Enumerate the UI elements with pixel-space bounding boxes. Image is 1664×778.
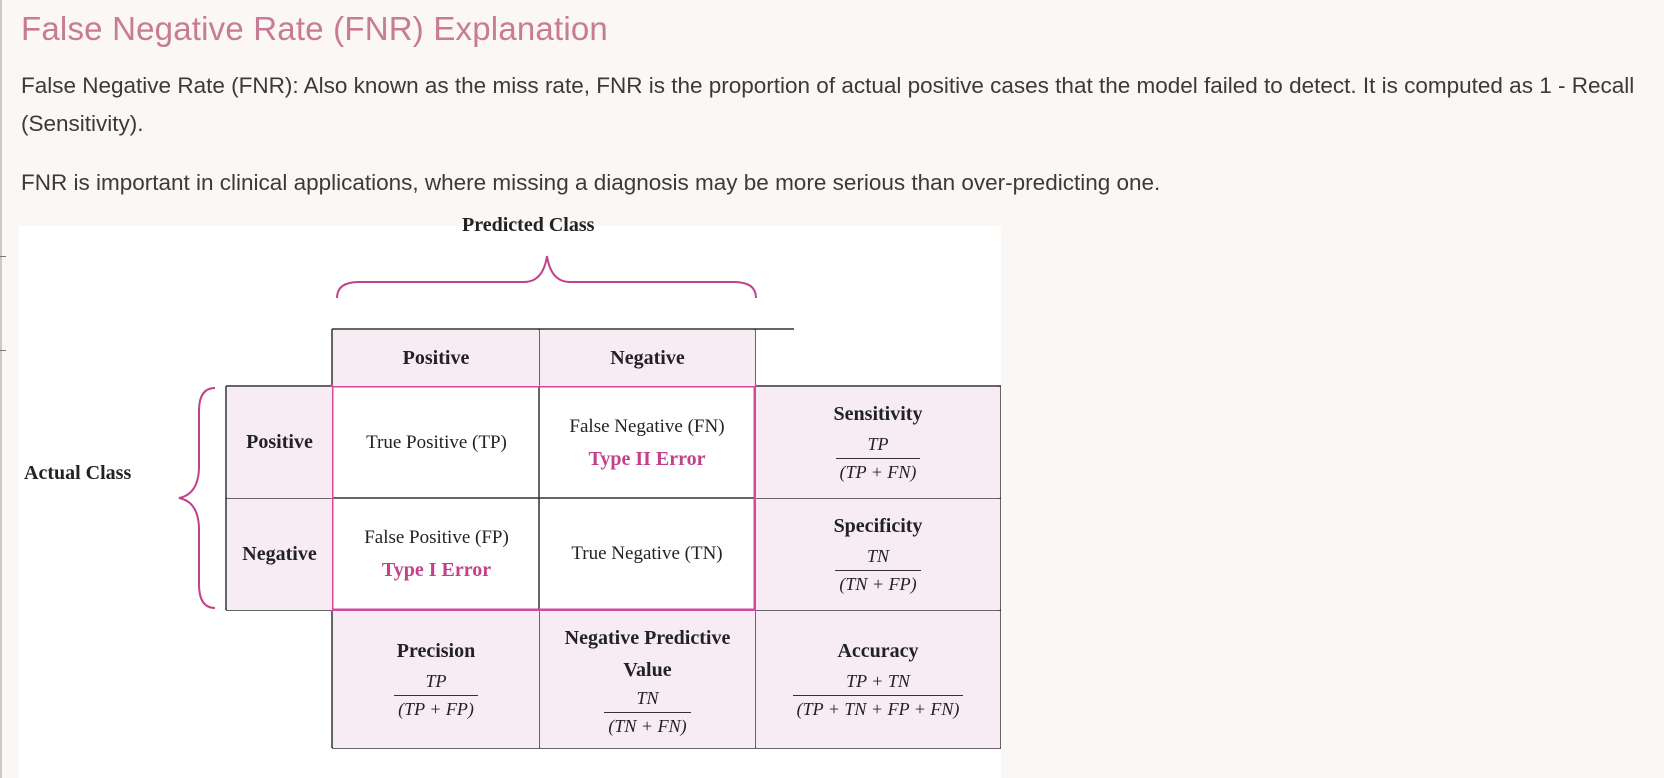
row-header-positive: Positive xyxy=(227,387,332,498)
metric-specificity-formula: TN (TN + FP) xyxy=(835,545,921,595)
cell-false-positive: False Positive (FP) Type I Error xyxy=(334,499,539,609)
predicted-class-label: Predicted Class xyxy=(462,214,595,236)
actual-class-brace xyxy=(178,387,216,609)
metric-npv-formula: TN (TN + FN) xyxy=(604,688,691,737)
metric-specificity-name: Specificity xyxy=(833,514,923,537)
actual-class-label: Actual Class xyxy=(24,462,132,484)
metric-accuracy-name: Accuracy xyxy=(837,639,919,662)
type-ii-error-label: Type II Error xyxy=(588,447,706,470)
metric-sensitivity-formula: TP (TP + FN) xyxy=(835,433,921,483)
paragraph-importance: FNR is important in clinical application… xyxy=(21,170,1161,195)
formula-numerator: TN xyxy=(866,545,890,566)
cell-false-negative-text: False Negative (FN) xyxy=(569,415,725,437)
formula-denominator: (TP + FN) xyxy=(835,457,921,483)
type-i-error-label: Type I Error xyxy=(381,558,492,581)
metric-precision: Precision TP (TP + FP) xyxy=(333,611,539,748)
confusion-core-highlight xyxy=(330,384,757,612)
cell-false-positive-text: False Positive (FP) xyxy=(364,526,509,548)
predicted-class-brace xyxy=(336,255,757,299)
row-header-positive-text: Positive xyxy=(246,431,313,453)
window-edge-tick xyxy=(0,256,6,257)
col-header-negative-text: Negative xyxy=(610,346,685,369)
col-header-negative: Negative xyxy=(540,330,755,386)
formula-denominator: (TN + FN) xyxy=(604,712,691,737)
metric-specificity: Specificity TN (TN + FP) xyxy=(756,499,1000,610)
formula-denominator: (TP + TN + FP + FN) xyxy=(792,694,964,720)
cell-true-positive-text: True Positive (TP) xyxy=(366,432,507,453)
cell-true-negative-text: True Negative (TN) xyxy=(571,543,723,564)
confusion-matrix-figure: Predicted Class Actual Class Positive Ne… xyxy=(19,214,1001,778)
paragraph-definition: False Negative Rate (FNR): Also known as… xyxy=(21,73,1635,136)
cell-false-negative: False Negative (FN) Type II Error xyxy=(540,388,754,498)
row-header-negative: Negative xyxy=(227,499,332,610)
metric-sensitivity-name: Sensitivity xyxy=(833,402,923,425)
metric-negative-predictive-value: Negative Predictive Value TN (TN + FN) xyxy=(540,611,755,748)
confusion-matrix-lines xyxy=(178,255,1001,749)
formula-numerator: TP xyxy=(425,670,447,691)
metric-npv-name: Negative Predictive Value xyxy=(564,627,731,681)
formula-numerator: TN xyxy=(636,688,659,708)
metric-accuracy-formula: TP + TN (TP + TN + FP + FN) xyxy=(792,670,964,720)
metric-accuracy: Accuracy TP + TN (TP + TN + FP + FN) xyxy=(756,611,1000,748)
cell-true-negative: True Negative (TN) xyxy=(540,499,754,609)
metric-precision-formula: TP (TP + FP) xyxy=(394,671,478,720)
formula-numerator: TP + TN xyxy=(846,670,910,691)
window-edge xyxy=(0,0,2,778)
col-header-positive: Positive xyxy=(333,330,539,386)
window-edge-tick xyxy=(0,350,6,351)
page-title: False Negative Rate (FNR) Explanation xyxy=(21,10,608,47)
cell-true-positive: True Positive (TP) xyxy=(334,388,539,498)
metric-sensitivity: Sensitivity TP (TP + FN) xyxy=(756,387,1000,498)
formula-denominator: (TP + FP) xyxy=(394,694,478,720)
formula-numerator: TP xyxy=(867,433,889,454)
metric-precision-name: Precision xyxy=(396,639,476,662)
formula-denominator: (TN + FP) xyxy=(835,569,921,595)
row-header-negative-text: Negative xyxy=(242,543,317,565)
col-header-positive-text: Positive xyxy=(402,346,470,369)
